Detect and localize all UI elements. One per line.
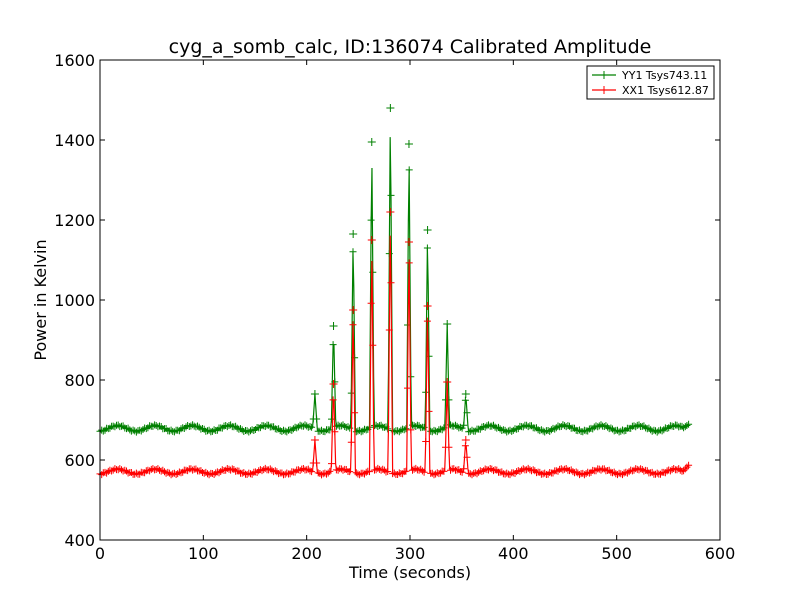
x-tick-label: 300: [395, 544, 426, 563]
plot-area: [96, 104, 693, 479]
x-tick-label: 400: [498, 544, 529, 563]
y-tick-label: 600: [64, 451, 95, 470]
y-tick-label: 1000: [54, 291, 95, 310]
series-markers-1: [96, 208, 693, 479]
y-axis: 400 600 800 1000 1200 1400 1600: [54, 51, 720, 550]
x-tick-label: 200: [291, 544, 322, 563]
legend-label-0: YY1 Tsys743.11: [621, 69, 707, 82]
x-tick-label: 500: [601, 544, 632, 563]
y-tick-label: 1400: [54, 131, 95, 150]
x-tick-label: 100: [188, 544, 219, 563]
legend-box: [586, 65, 715, 100]
legend: YY1 Tsys743.11 XX1 Tsys612.87: [586, 65, 715, 100]
series-line-1: [99, 235, 690, 477]
y-tick-label: 1600: [54, 51, 95, 70]
y-tick-label: 400: [64, 531, 95, 550]
y-tick-label: 800: [64, 371, 95, 390]
legend-marker-0: [600, 71, 608, 79]
x-axis: 0 100 200 300 400 500 600: [95, 60, 735, 563]
y-tick-label: 1200: [54, 211, 95, 230]
x-tick-label: 0: [95, 544, 105, 563]
chart-title: cyg_a_somb_calc, ID:136074 Calibrated Am…: [169, 36, 652, 58]
x-tick-label: 600: [705, 544, 736, 563]
legend-marker-1: [600, 86, 608, 94]
series-line-0: [99, 137, 689, 434]
series-markers-0: [96, 104, 693, 436]
y-axis-label: Power in Kelvin: [31, 239, 50, 360]
legend-label-1: XX1 Tsys612.87: [622, 84, 709, 97]
x-axis-label: Time (seconds): [348, 563, 471, 582]
